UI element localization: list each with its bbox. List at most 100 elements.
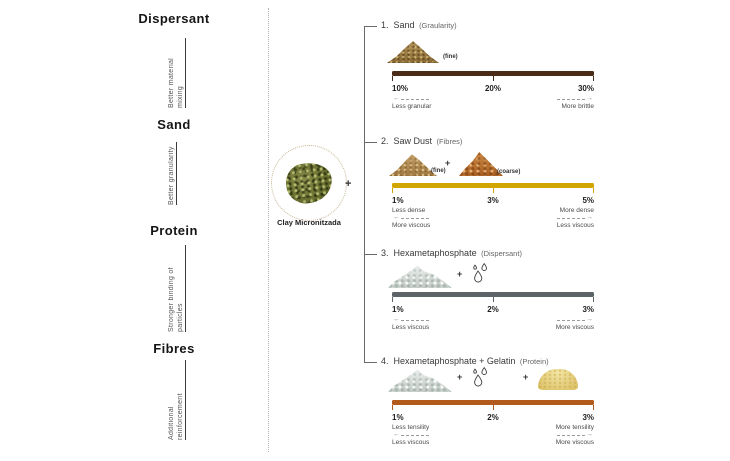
axis-line <box>185 360 186 440</box>
percent-mid: 3% <box>487 196 499 205</box>
item-number: 1. <box>381 20 389 30</box>
sawdust-fine-pile-image <box>389 154 437 176</box>
item-name: Saw Dust <box>393 136 433 146</box>
clay-label: Clay Micronitzada <box>277 218 341 227</box>
axis-label-granularity: Better granularity <box>167 142 177 205</box>
fine-label: (fine) <box>443 54 458 60</box>
direction-label: More viscous <box>555 324 594 331</box>
axis-line <box>185 245 186 332</box>
percent-end: 30% <box>577 84 594 93</box>
scale-tick-start <box>392 188 393 193</box>
axis-line <box>185 38 186 108</box>
direction-label: Less viscous <box>392 439 430 446</box>
scale-bar <box>392 292 594 302</box>
axis-label-text: Better material mixing <box>168 57 184 108</box>
item-3-title: 3. Hexametaphosphate (Dispersant) <box>381 248 522 258</box>
axis-label-material-mixing: Better material mixing <box>167 38 186 108</box>
direction-label: More brittle <box>561 103 594 110</box>
item-name: Hexametaphosphate + Gelatin <box>393 356 516 366</box>
direction-label: More viscous <box>392 222 431 229</box>
axis-label-binding: Stronger binding of particles <box>167 245 186 332</box>
direction-label: More tensility <box>555 424 594 431</box>
item-3-scale: 1% 2% 3% ← Less viscous → More viscous <box>392 292 594 331</box>
branch-tick-2 <box>364 142 377 143</box>
water-droplets-icon <box>468 365 490 396</box>
percent-mid: 2% <box>487 413 499 422</box>
scale-tick-end <box>593 297 594 302</box>
direction-label: Less tensility <box>392 424 430 431</box>
scale-tick-end <box>593 188 594 193</box>
scale-left-labels: ← Less granular <box>392 95 431 110</box>
scale-tick-mid <box>493 76 494 81</box>
percent-start: 1% <box>392 305 404 314</box>
right-arrow-icon: → <box>557 431 594 438</box>
item-4-title: 4. Hexametaphosphate + Gelatin (Protein) <box>381 356 549 366</box>
clay-sample-circle <box>271 145 347 221</box>
item-name: Hexametaphosphate <box>393 248 477 258</box>
group-title-dispersant: Dispersant <box>138 11 210 26</box>
percent-mid: 2% <box>487 305 499 314</box>
scale-left-labels: Less dense ← More viscous <box>392 207 430 229</box>
percent-mid: 20% <box>484 84 501 93</box>
scale-right-labels: More tensility → More viscous <box>556 424 594 446</box>
item-2-scale: 1% 3% 5% Less dense ← More viscous More … <box>392 183 594 229</box>
scale-right-labels: More dense → Less viscous <box>557 207 594 229</box>
item-name: Sand <box>393 20 415 30</box>
direction-label: Less granular <box>392 103 432 110</box>
axis-label-text: Better granularity <box>168 146 175 205</box>
scale-tick-mid <box>493 188 494 193</box>
axis-label-text: Additional reinforcement <box>168 393 184 440</box>
branch-tick-1 <box>364 26 377 27</box>
group-title-protein: Protein <box>150 223 198 238</box>
plus-sign: + <box>523 372 529 382</box>
branch-tick-4 <box>364 362 377 363</box>
item-qualifier: (Graularity) <box>419 21 457 30</box>
group-title-sand: Sand <box>157 117 191 132</box>
scale-tick-end <box>593 405 594 410</box>
left-arrow-icon: ← <box>392 316 429 323</box>
item-1-title: 1. Sand (Graularity) <box>381 20 457 30</box>
percent-start: 1% <box>392 413 404 422</box>
plus-sign: + <box>457 372 463 382</box>
group-title-fibres: Fibres <box>153 341 195 356</box>
branch-tick-3 <box>364 254 377 255</box>
direction-label: More viscous <box>555 439 594 446</box>
scale-left-labels: Less tensility ← Less viscous <box>392 424 429 446</box>
percent-start: 10% <box>392 84 409 93</box>
axis-line <box>176 142 177 205</box>
dotted-divider-line <box>268 8 269 452</box>
scale-bar <box>392 183 594 193</box>
direction-label: More dense <box>559 207 594 214</box>
scale-right-labels: → More brittle <box>557 95 594 110</box>
item-2-title: 2. Saw Dust (Fibres) <box>381 136 462 146</box>
left-arrow-icon: ← <box>392 95 429 102</box>
scale-bar <box>392 400 594 410</box>
scale-tick-mid <box>493 405 494 410</box>
scale-tick-end <box>593 76 594 81</box>
percent-end: 3% <box>582 305 594 314</box>
plus-sign: + <box>457 269 463 279</box>
left-arrow-icon: ← <box>392 431 429 438</box>
item-number: 2. <box>381 136 389 146</box>
percent-start: 1% <box>392 196 404 205</box>
right-arrow-icon: → <box>557 214 594 221</box>
item-4-scale: 1% 2% 3% Less tensility ← Less viscous M… <box>392 400 594 446</box>
axis-label-text: Stronger binding of particles <box>168 267 184 332</box>
item-number: 4. <box>381 356 389 366</box>
right-arrow-icon: → <box>557 95 594 102</box>
scale-tick-start <box>392 297 393 302</box>
plus-sign: + <box>445 158 451 168</box>
clay-sample-image <box>283 159 335 207</box>
item-qualifier: (Protein) <box>519 357 549 366</box>
percent-end: 3% <box>582 413 594 422</box>
sand-pile-image <box>387 41 439 63</box>
scale-right-labels: → More viscous <box>556 316 594 331</box>
item-qualifier: (Fibres) <box>436 137 463 146</box>
direction-label: Less viscous <box>392 324 430 331</box>
coarse-label: (coarse) <box>497 169 521 175</box>
scale-left-labels: ← Less viscous <box>392 316 429 331</box>
hexametaphosphate-powder-image <box>388 369 452 392</box>
plus-sign: + <box>345 178 352 190</box>
percent-end: 5% <box>582 196 594 205</box>
